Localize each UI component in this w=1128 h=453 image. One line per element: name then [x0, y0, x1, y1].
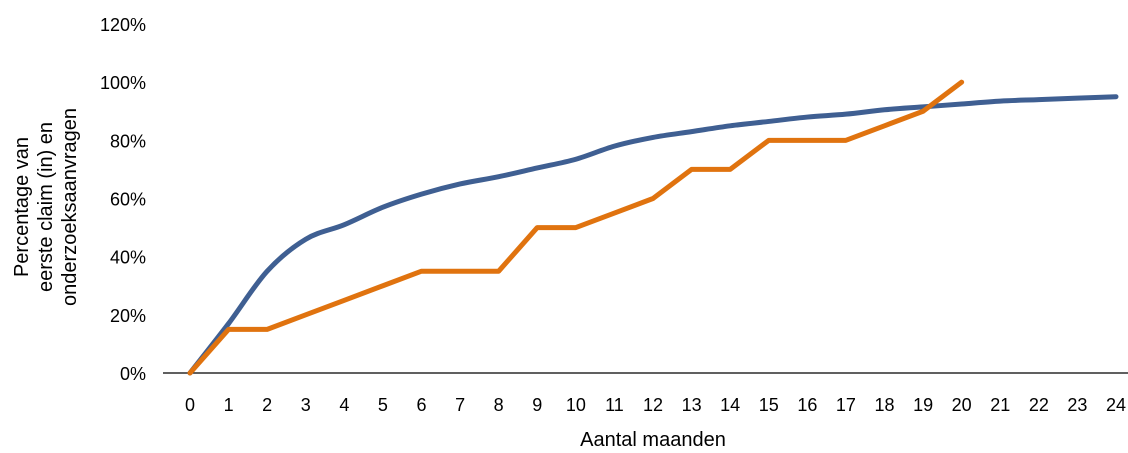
x-tick-label: 13	[682, 395, 702, 415]
x-tick-label: 16	[797, 395, 817, 415]
x-tick-label: 7	[455, 395, 465, 415]
series-line-0	[187, 94, 1119, 376]
x-tick-label: 19	[913, 395, 933, 415]
y-tick-label: 40%	[110, 248, 146, 268]
x-tick-label: 1	[224, 395, 234, 415]
y-tick-label: 100%	[100, 73, 146, 93]
y-tick-label: 60%	[110, 190, 146, 210]
y-axis-title: Percentage van eerste claim (in) en onderz…	[11, 108, 81, 306]
x-tick-label: 21	[990, 395, 1010, 415]
x-tick-label: 24	[1106, 395, 1126, 415]
x-tick-label: 9	[532, 395, 542, 415]
series-group	[187, 79, 1119, 376]
x-tick-label: 12	[643, 395, 663, 415]
x-tick-label: 14	[720, 395, 740, 415]
x-tick-label: 11	[605, 395, 624, 415]
x-tick-label: 18	[874, 395, 894, 415]
x-tick-label: 15	[759, 395, 779, 415]
y-tick-label: 20%	[110, 306, 146, 326]
x-tick-label: 17	[836, 395, 856, 415]
y-axis-title-line: Percentage van	[11, 137, 33, 277]
y-tick-label: 0%	[120, 364, 146, 384]
y-axis-title-line: eerste claim (in) en	[35, 122, 57, 292]
x-tick-label: 4	[339, 395, 349, 415]
x-tick-label: 6	[416, 395, 426, 415]
x-axis-ticks: 0 1 2 3 4 5 6 7 8 9 10 11 12 13 14 15 16 17 18 19 20 21 22 23 24	[185, 395, 1126, 415]
y-axis-ticks: 0% 20% 40% 60% 80% 100% 120%	[100, 15, 146, 384]
y-axis-title-line: onderzoeksaanvragen	[59, 108, 81, 306]
x-tick-label: 3	[301, 395, 311, 415]
x-tick-label: 0	[185, 395, 195, 415]
series-line-1	[187, 79, 965, 376]
x-tick-label: 23	[1067, 395, 1087, 415]
x-tick-label: 10	[566, 395, 586, 415]
y-tick-label: 120%	[100, 15, 146, 35]
x-axis-title: Aantal maanden	[580, 429, 726, 451]
x-tick-label: 22	[1029, 395, 1049, 415]
x-tick-label: 8	[494, 395, 504, 415]
x-tick-label: 2	[262, 395, 272, 415]
x-tick-label: 20	[952, 395, 972, 415]
y-tick-label: 80%	[110, 131, 146, 151]
x-tick-label: 5	[378, 395, 388, 415]
